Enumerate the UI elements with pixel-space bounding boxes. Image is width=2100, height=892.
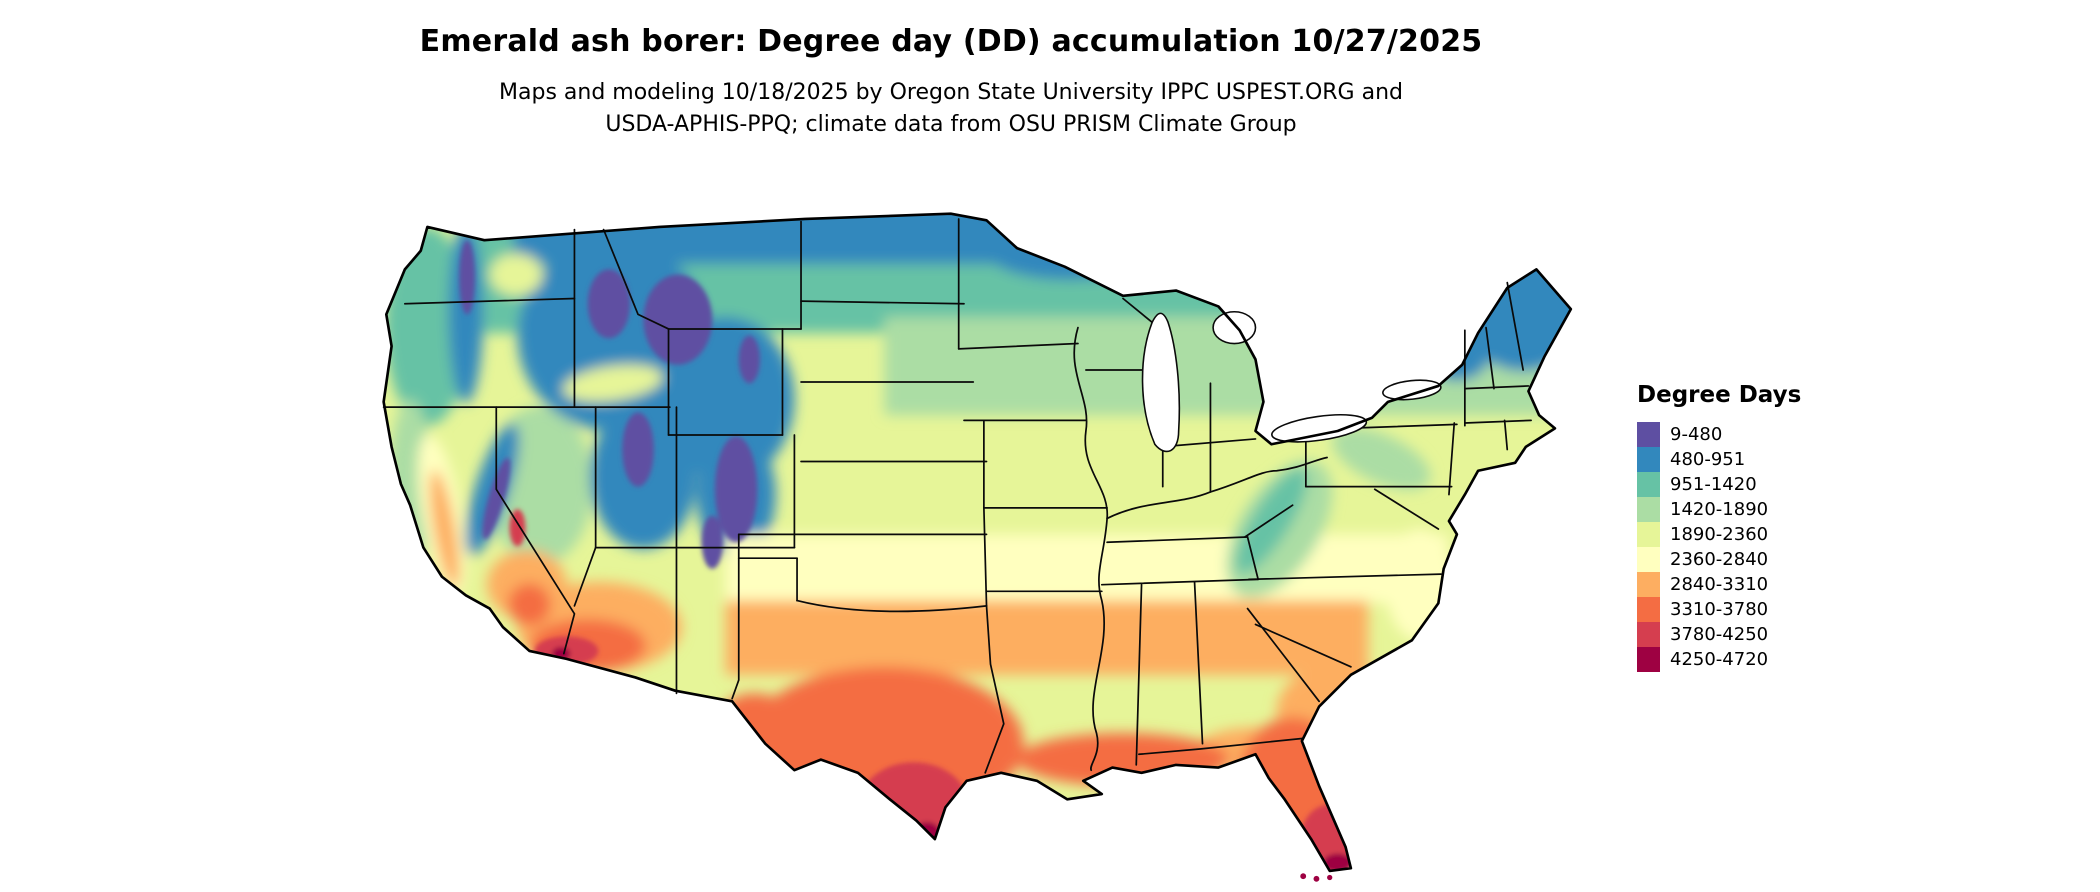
legend-range-label: 1890-2360 xyxy=(1670,524,1769,545)
lake-erie xyxy=(1271,413,1368,443)
legend-swatch xyxy=(1637,497,1660,522)
lake-michigan xyxy=(1141,312,1181,453)
legend: Degree Days 9-480 480-951 951-1420 1420-… xyxy=(1637,382,1801,672)
map-subtitle-line2: USDA-APHIS-PPQ; climate data from OSU PR… xyxy=(605,111,1297,137)
legend-range-label: 1420-1890 xyxy=(1670,499,1769,520)
legend-item: 1420-1890 xyxy=(1637,497,1801,522)
legend-item: 2360-2840 xyxy=(1637,547,1801,572)
legend-item: 3310-3780 xyxy=(1637,597,1801,622)
legend-title: Degree Days xyxy=(1637,382,1802,408)
lake-huron xyxy=(1212,310,1257,345)
legend-swatch xyxy=(1637,597,1660,622)
map-container xyxy=(328,187,1600,883)
map-subtitle-line1: Maps and modeling 10/18/2025 by Oregon S… xyxy=(499,80,1403,105)
florida-keys xyxy=(1300,873,1333,882)
legend-item: 4250-4720 xyxy=(1637,647,1801,672)
legend-item: 951-1420 xyxy=(1637,472,1801,497)
legend-range-label: 4250-4720 xyxy=(1670,649,1769,670)
legend-item: 1890-2360 xyxy=(1637,522,1801,547)
legend-swatch xyxy=(1637,522,1660,547)
legend-item: 3780-4250 xyxy=(1637,622,1801,647)
legend-range-label: 3310-3780 xyxy=(1670,599,1769,620)
legend-swatch xyxy=(1637,647,1660,672)
legend-range-label: 2840-3310 xyxy=(1670,574,1769,595)
legend-swatch xyxy=(1637,472,1660,497)
legend-swatch xyxy=(1637,447,1660,472)
legend-item: 2840-3310 xyxy=(1637,572,1801,597)
legend-range-label: 3780-4250 xyxy=(1670,624,1769,645)
legend-swatch xyxy=(1637,422,1660,447)
map-title: Emerald ash borer: Degree day (DD) accum… xyxy=(419,24,1483,59)
lake-ontario xyxy=(1382,379,1442,401)
legend-range-label: 2360-2840 xyxy=(1670,549,1769,570)
great-lakes xyxy=(1141,310,1442,453)
legend-range-label: 9-480 xyxy=(1670,424,1723,445)
legend-items: 9-480 480-951 951-1420 1420-1890 1890-23… xyxy=(1637,422,1801,672)
legend-item: 480-951 xyxy=(1637,447,1801,472)
legend-swatch xyxy=(1637,622,1660,647)
header: Emerald ash borer: Degree day (DD) accum… xyxy=(0,24,1902,141)
state-borders xyxy=(382,218,1532,774)
legend-range-label: 951-1420 xyxy=(1670,474,1757,495)
legend-item: 9-480 xyxy=(1637,422,1801,447)
us-map xyxy=(382,212,1573,882)
legend-swatch xyxy=(1637,572,1660,597)
legend-swatch xyxy=(1637,547,1660,572)
legend-range-label: 480-951 xyxy=(1670,449,1746,470)
us-outline xyxy=(382,212,1573,873)
